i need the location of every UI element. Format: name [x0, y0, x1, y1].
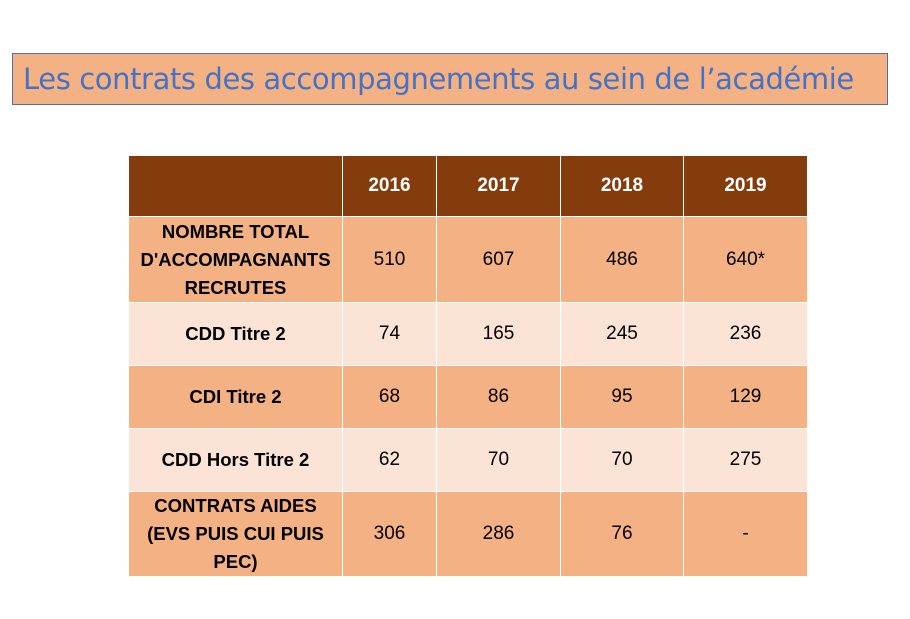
slide-title: Les contrats des accompagnements au sein… [23, 62, 854, 96]
table-cell: 70 [560, 428, 684, 492]
table-cell: 70 [436, 428, 561, 492]
row-label-line: RECRUTES [184, 276, 287, 298]
row-label: CDD Hors Titre 2 [128, 428, 343, 492]
table-cell: - [683, 491, 808, 577]
table-cell: 245 [560, 302, 684, 366]
table-cell: 165 [436, 302, 561, 366]
row-label-line: CDD Titre 2 [185, 323, 286, 344]
row-label-line: PEC) [213, 551, 258, 572]
table-cell: 68 [342, 365, 437, 429]
row-label: CDD Titre 2 [128, 302, 343, 366]
table-cell: 510 [342, 216, 437, 303]
row-label: CDI Titre 2 [128, 365, 343, 429]
table-cell: 286 [436, 491, 561, 577]
table-header-row: 2016 2017 2018 2019 [128, 155, 808, 217]
table-cell: 236 [683, 302, 808, 366]
table-cell: 640* [683, 216, 808, 303]
table-row-contrats-aides: CONTRATS AIDES (EVS PUIS CUI PUIS PEC) 3… [128, 491, 808, 577]
row-label-line: CDD Hors Titre 2 [161, 449, 310, 470]
row-label-line: CONTRATS AIDES [154, 495, 317, 516]
row-label-line: CDI Titre 2 [189, 386, 282, 407]
header-year-2018: 2018 [560, 155, 684, 217]
contracts-table: 2016 2017 2018 2019 NOMBRE TOTAL D'ACCOM… [128, 155, 808, 577]
table-cell: 486 [560, 216, 684, 303]
table-row-total-accompagnants: NOMBRE TOTAL D'ACCOMPAGNANTS RECRUTES 51… [128, 216, 808, 303]
table-cell: 607 [436, 216, 561, 303]
row-label-line: D'ACCOMPAGNANTS [140, 248, 331, 270]
table-row-cdd-titre-2: CDD Titre 2 74 165 245 236 [128, 302, 808, 366]
slide-title-box: Les contrats des accompagnements au sein… [12, 53, 888, 105]
header-year-2016: 2016 [342, 155, 437, 217]
table-cell: 129 [683, 365, 808, 429]
table-cell: 74 [342, 302, 437, 366]
header-year-2017: 2017 [436, 155, 561, 217]
table-cell: 306 [342, 491, 437, 577]
row-label-line: NOMBRE TOTAL [161, 220, 310, 242]
header-year-2019: 2019 [683, 155, 808, 217]
table-cell: 76 [560, 491, 684, 577]
table-cell: 275 [683, 428, 808, 492]
row-label: CONTRATS AIDES (EVS PUIS CUI PUIS PEC) [128, 491, 343, 577]
row-label-line: (EVS PUIS CUI PUIS [147, 523, 324, 544]
row-label: NOMBRE TOTAL D'ACCOMPAGNANTS RECRUTES [128, 216, 343, 303]
table-cell: 95 [560, 365, 684, 429]
table-cell: 62 [342, 428, 437, 492]
header-corner-cell [128, 155, 343, 217]
table-cell: 86 [436, 365, 561, 429]
table-row-cdd-hors-titre-2: CDD Hors Titre 2 62 70 70 275 [128, 428, 808, 492]
table-row-cdi-titre-2: CDI Titre 2 68 86 95 129 [128, 365, 808, 429]
